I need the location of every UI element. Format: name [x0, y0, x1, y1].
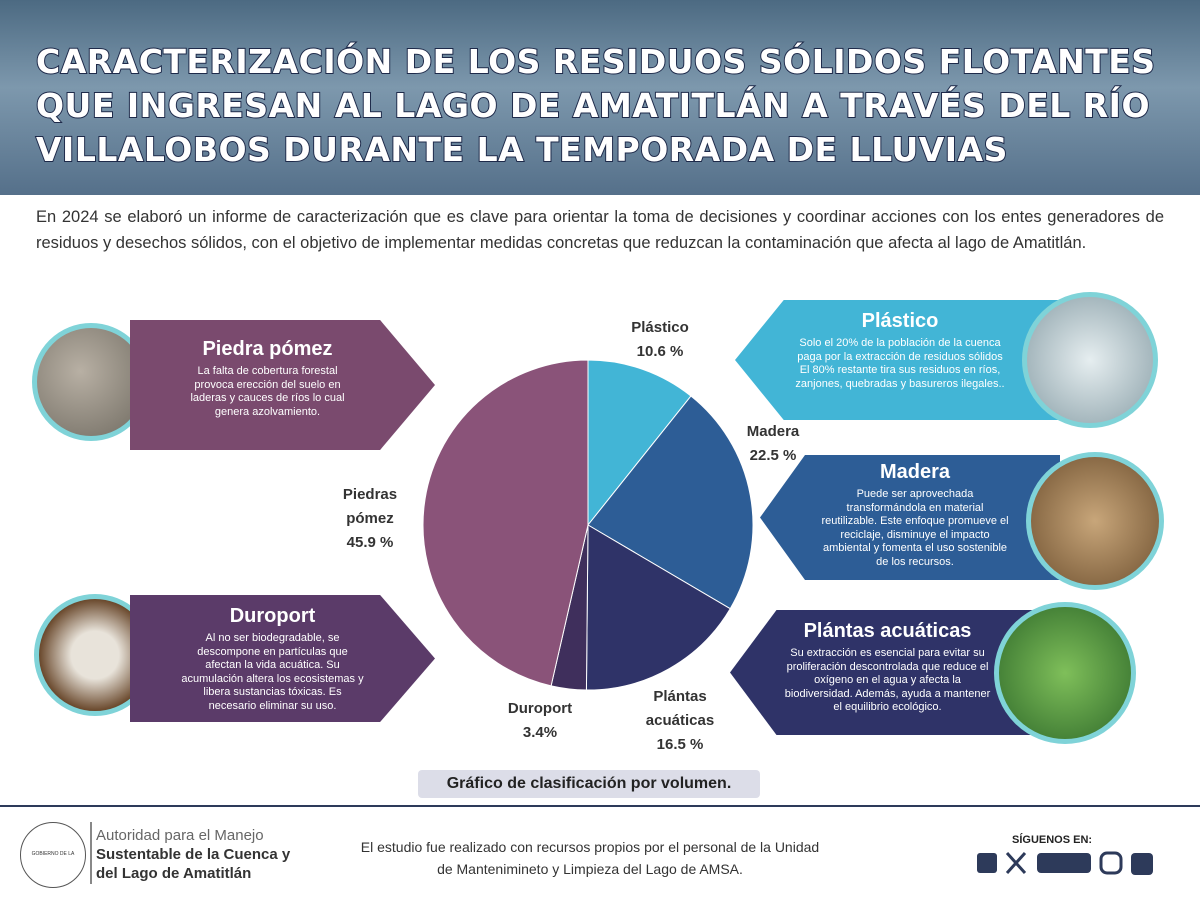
org-line: Sustentable de la Cuenca y — [96, 846, 291, 863]
photo — [1022, 292, 1158, 428]
slice-label: Plástico 10.6 % — [615, 316, 705, 364]
icon[interactable] — [1037, 853, 1091, 873]
follow-label: SÍGUENOS EN: — [1012, 834, 1093, 846]
photo — [994, 602, 1136, 744]
category-label: Duroport — [507, 700, 573, 717]
card-title: Madera — [879, 461, 951, 483]
value-label: 16.5 % — [656, 736, 704, 753]
card-title: Piedra pómez — [202, 338, 333, 360]
category-label: Plántas acuáticas — [645, 688, 715, 729]
card-text: Su extracción es esencial para evitar su… — [784, 647, 991, 713]
card-text: Solo el 20% de la población de la cuenca… — [795, 337, 1005, 390]
social-icons — [977, 851, 1153, 875]
card-text: Al no ser biodegradable, se descompone e… — [181, 632, 364, 712]
seal: GOBIERNO DE LA REPÚBLICA · GUATEMALA — [20, 822, 86, 888]
category-label: Piedras pómez — [342, 486, 398, 527]
chart-caption: Gráfico de clasificación por volumen. — [418, 770, 760, 798]
icon[interactable] — [977, 853, 997, 873]
footer-note: El estudio fue realizado con recursos pr… — [360, 839, 820, 877]
category-label: Madera — [746, 423, 800, 440]
slice-label: Duroport 3.4% — [490, 697, 590, 745]
card: Piedra pómez La falta de cobertura forest… — [130, 320, 435, 450]
value-label: 22.5 % — [749, 447, 797, 464]
card: Plántas acuáticas Su extracción es esenci… — [730, 610, 1040, 735]
photo — [1026, 452, 1164, 590]
card-title: Duroport — [229, 605, 316, 627]
pie-slice — [422, 359, 589, 687]
org-name: Autoridad para el Manejo Sustentable de l… — [96, 826, 290, 883]
org-line: Autoridad para el Manejo — [96, 827, 264, 844]
card-title: Plántas acuáticas — [803, 620, 972, 642]
icon[interactable] — [1005, 851, 1027, 875]
card: Duroport Al no ser biodegradable, se desc… — [130, 595, 435, 722]
header-banner — [0, 0, 1200, 195]
slice-label: Piedras pómez 45.9 % — [320, 483, 420, 555]
divider — [0, 805, 1200, 807]
slice-label: Madera 22.5 % — [728, 420, 818, 468]
icon[interactable] — [1099, 851, 1123, 875]
value-label: 45.9 % — [346, 534, 394, 551]
category-label: Plástico — [631, 319, 689, 336]
intro-text: En 2024 se elaboró un informe de caracte… — [36, 208, 1164, 252]
icon[interactable] — [1131, 853, 1153, 875]
pie-slice — [587, 395, 754, 610]
card-title: Plástico — [861, 310, 939, 332]
org-line: del Lago de Amatitlán — [96, 865, 252, 882]
pie-slice — [587, 359, 692, 527]
title: CARACTERIZACIÓN DE LOS RESIDUOS SÓLIDOS … — [35, 41, 1156, 170]
separator — [90, 822, 92, 884]
pie-slice — [585, 524, 731, 691]
card: Plástico Solo el 20% de la población de l… — [735, 300, 1060, 420]
slice-label: Plántas acuáticas 16.5 % — [630, 685, 730, 757]
value-label: 10.6 % — [636, 343, 684, 360]
card-text: Puede ser aprovechada transformándola en… — [821, 488, 1009, 568]
card-text: La falta de cobertura forestal provoca e… — [190, 365, 345, 418]
value-label: 3.4% — [522, 724, 558, 741]
card: Madera Puede ser aprovechada transformánd… — [760, 455, 1060, 580]
